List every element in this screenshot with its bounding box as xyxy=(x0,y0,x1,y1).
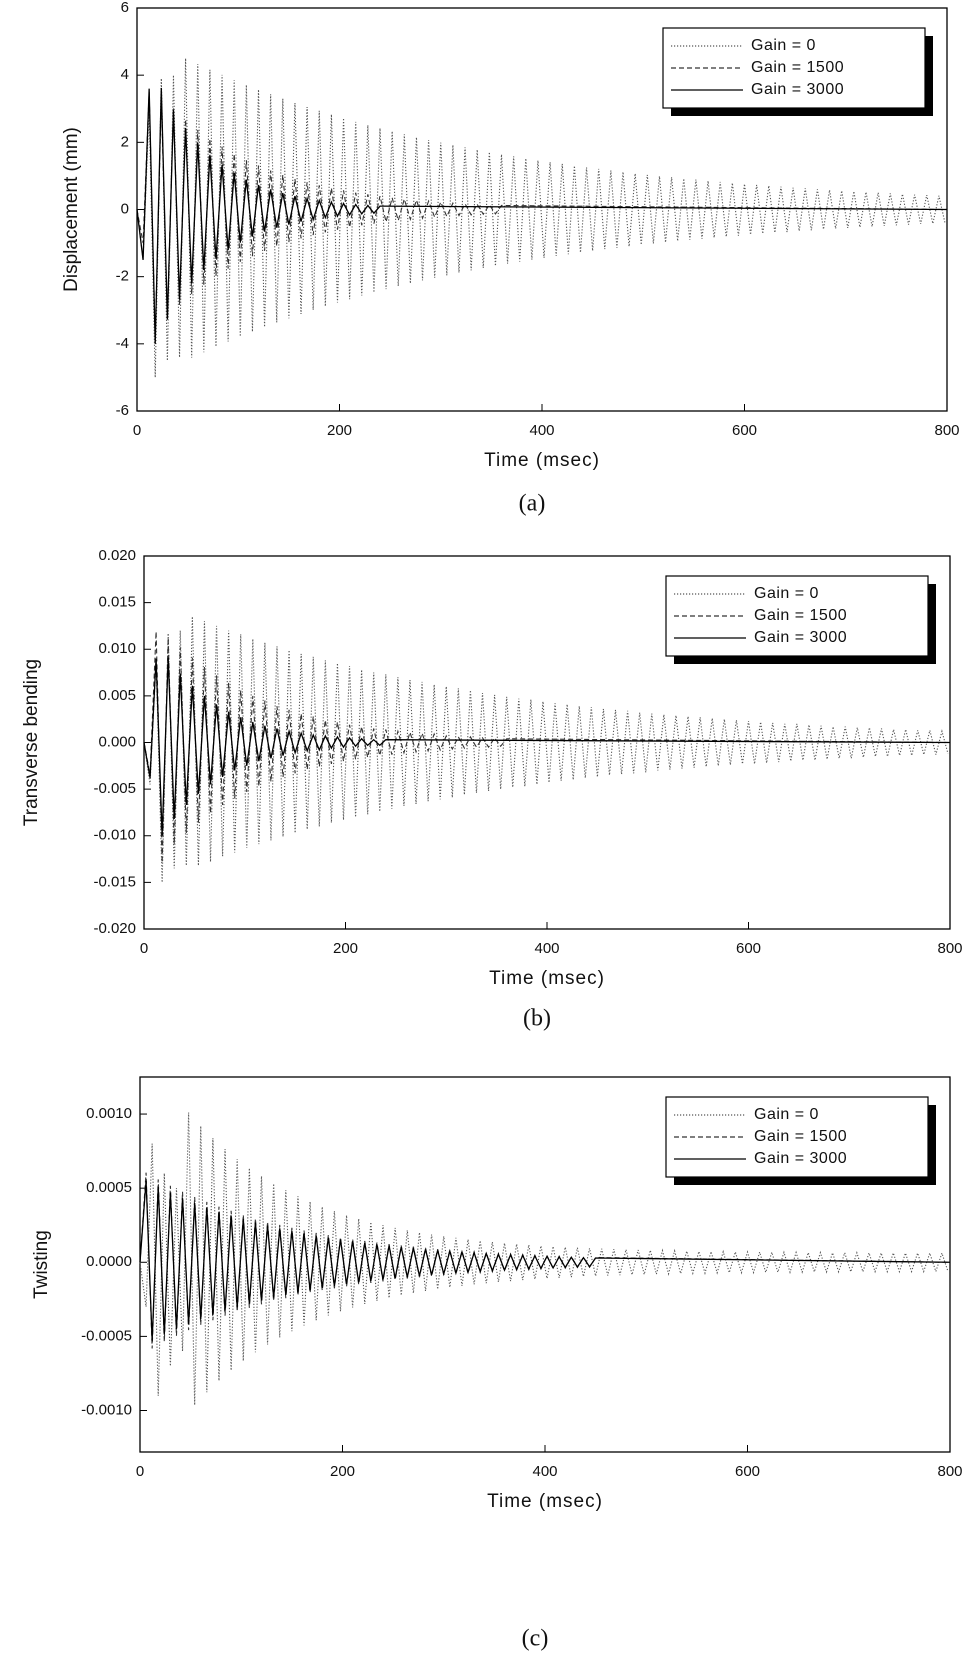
y-tick-label: -0.0010 xyxy=(81,1401,132,1418)
x-tick-label: 600 xyxy=(732,422,757,439)
caption: (a) xyxy=(519,491,546,517)
y-tick-label: 0.015 xyxy=(98,594,136,611)
x-axis-label: Time (msec) xyxy=(487,1491,603,1512)
legend-label: Gain = 3000 xyxy=(754,629,847,646)
data-line xyxy=(136,58,946,378)
legend-label: Gain = 3000 xyxy=(754,1150,847,1167)
y-tick-label: -0.020 xyxy=(93,920,136,937)
y-tick-label: -0.010 xyxy=(93,827,136,844)
x-tick-label: 400 xyxy=(529,422,554,439)
x-tick-label: 0 xyxy=(140,940,148,957)
x-tick-label: 200 xyxy=(330,1463,355,1480)
x-tick-label: 200 xyxy=(333,940,358,957)
legend-label: Gain = 1500 xyxy=(754,607,847,624)
x-tick-label: 0 xyxy=(133,422,141,439)
y-tick-label: 0.0000 xyxy=(86,1253,132,1270)
x-tick-label: 600 xyxy=(736,940,761,957)
data-line xyxy=(143,616,949,883)
y-tick-label: 4 xyxy=(121,66,129,83)
y-tick-label: -0.015 xyxy=(93,873,136,890)
x-tick-label: 400 xyxy=(532,1463,557,1480)
caption: (b) xyxy=(523,1006,551,1032)
x-tick-label: 200 xyxy=(327,422,352,439)
x-axis-label: Time (msec) xyxy=(489,968,605,989)
legend-label: Gain = 3000 xyxy=(751,81,844,98)
legend-box xyxy=(665,1096,929,1178)
x-tick-label: 800 xyxy=(937,1463,962,1480)
data-line xyxy=(143,657,951,836)
y-tick-label: -6 xyxy=(116,402,129,419)
data-line xyxy=(139,1180,951,1341)
legend-label: Gain = 0 xyxy=(754,1106,819,1123)
y-tick-label: -2 xyxy=(116,268,129,285)
y-tick-label: 0.005 xyxy=(98,687,136,704)
data-line xyxy=(136,91,948,338)
y-tick-label: 0.000 xyxy=(98,733,136,750)
x-tick-label: 600 xyxy=(735,1463,760,1480)
x-tick-label: 800 xyxy=(937,940,962,957)
x-tick-label: 800 xyxy=(934,422,959,439)
data-line xyxy=(143,631,951,863)
y-tick-label: -4 xyxy=(116,335,129,352)
data-line xyxy=(136,87,948,344)
y-tick-label: 0.0010 xyxy=(86,1105,132,1122)
y-tick-label: 0.0005 xyxy=(86,1179,132,1196)
caption: (c) xyxy=(522,1626,549,1652)
legend-label: Gain = 1500 xyxy=(754,1128,847,1145)
y-tick-label: 0.010 xyxy=(98,640,136,657)
x-tick-label: 400 xyxy=(534,940,559,957)
legend-box xyxy=(662,27,926,109)
legend-label: Gain = 1500 xyxy=(751,59,844,76)
y-tick-label: 6 xyxy=(121,0,129,16)
y-axis-label: Twisting xyxy=(31,1230,52,1299)
x-axis-label: Time (msec) xyxy=(484,450,600,471)
x-tick-label: 0 xyxy=(136,1463,144,1480)
legend-label: Gain = 0 xyxy=(754,585,819,602)
y-axis-label: Transverse bending xyxy=(21,659,42,826)
legend-label: Gain = 0 xyxy=(751,37,816,54)
y-tick-label: -0.005 xyxy=(93,780,136,797)
y-tick-label: 0 xyxy=(121,200,129,217)
y-tick-label: 2 xyxy=(121,133,129,150)
y-axis-label: Displacement (mm) xyxy=(61,127,82,292)
y-tick-label: -0.0005 xyxy=(81,1327,132,1344)
y-tick-label: 0.020 xyxy=(98,547,136,564)
